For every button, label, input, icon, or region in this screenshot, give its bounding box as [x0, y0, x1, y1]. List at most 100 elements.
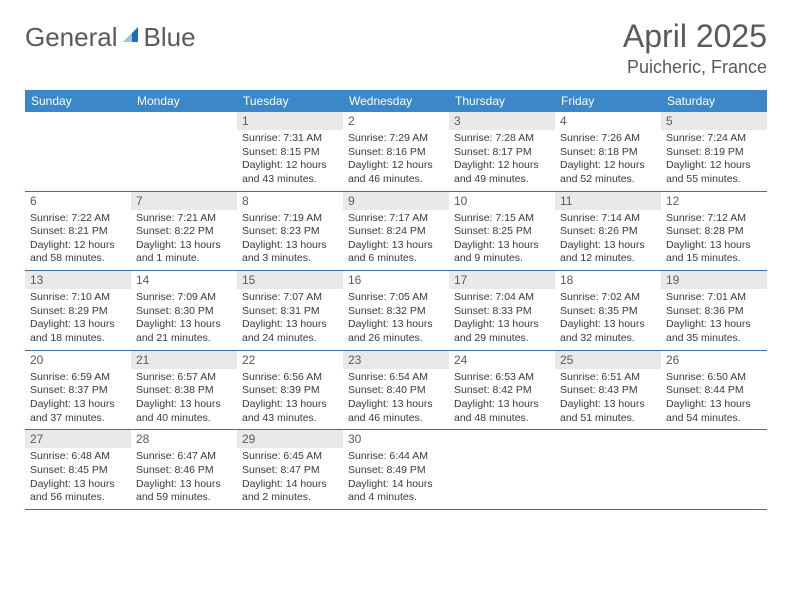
day-detail-line: Sunset: 8:31 PM [242, 305, 338, 319]
day-detail-line: Sunrise: 7:19 AM [242, 212, 338, 226]
day-detail-line: and 6 minutes. [348, 252, 444, 266]
weekday-header: Saturday [661, 90, 767, 112]
day-details: Sunrise: 7:10 AMSunset: 8:29 PMDaylight:… [30, 291, 126, 346]
day-detail-line: Sunset: 8:47 PM [242, 464, 338, 478]
day-detail-line: Daylight: 13 hours [30, 318, 126, 332]
day-cell: 28Sunrise: 6:47 AMSunset: 8:46 PMDayligh… [131, 430, 237, 509]
day-cell: 16Sunrise: 7:05 AMSunset: 8:32 PMDayligh… [343, 271, 449, 350]
day-detail-line: Sunrise: 6:53 AM [454, 371, 550, 385]
day-details: Sunrise: 7:19 AMSunset: 8:23 PMDaylight:… [242, 212, 338, 267]
day-details: Sunrise: 7:24 AMSunset: 8:19 PMDaylight:… [666, 132, 762, 187]
day-detail-line: Sunrise: 6:48 AM [30, 450, 126, 464]
day-details: Sunrise: 7:01 AMSunset: 8:36 PMDaylight:… [666, 291, 762, 346]
day-cell: 13Sunrise: 7:10 AMSunset: 8:29 PMDayligh… [25, 271, 131, 350]
day-number-bar: 14 [131, 271, 237, 289]
day-detail-line: Sunrise: 6:54 AM [348, 371, 444, 385]
day-details: Sunrise: 7:09 AMSunset: 8:30 PMDaylight:… [136, 291, 232, 346]
day-number: 8 [242, 194, 338, 208]
day-number: 10 [454, 194, 550, 208]
day-detail-line: Daylight: 13 hours [666, 318, 762, 332]
day-detail-line: and 9 minutes. [454, 252, 550, 266]
day-detail-line: Daylight: 13 hours [30, 478, 126, 492]
day-detail-line: Sunset: 8:15 PM [242, 146, 338, 160]
logo: General Blue [25, 18, 196, 53]
day-detail-line: Daylight: 13 hours [136, 478, 232, 492]
day-detail-line: Sunrise: 7:21 AM [136, 212, 232, 226]
day-detail-line: Sunset: 8:19 PM [666, 146, 762, 160]
day-detail-line: and 32 minutes. [560, 332, 656, 346]
day-detail-line: Sunset: 8:36 PM [666, 305, 762, 319]
day-cell [661, 430, 767, 509]
day-detail-line: Sunset: 8:28 PM [666, 225, 762, 239]
day-detail-line: and 26 minutes. [348, 332, 444, 346]
day-number: 16 [348, 273, 444, 287]
day-detail-line: Sunset: 8:49 PM [348, 464, 444, 478]
day-detail-line: and 29 minutes. [454, 332, 550, 346]
weekday-header: Sunday [25, 90, 131, 112]
day-number: 11 [560, 194, 656, 208]
day-cell: 26Sunrise: 6:50 AMSunset: 8:44 PMDayligh… [661, 351, 767, 430]
day-number-bar: 20 [25, 351, 131, 369]
day-detail-line: Sunrise: 7:22 AM [30, 212, 126, 226]
day-number: 6 [30, 194, 126, 208]
day-number-bar: 1 [237, 112, 343, 130]
day-detail-line: Daylight: 12 hours [242, 159, 338, 173]
day-detail-line: Daylight: 13 hours [454, 318, 550, 332]
weekday-header: Thursday [449, 90, 555, 112]
day-details: Sunrise: 7:17 AMSunset: 8:24 PMDaylight:… [348, 212, 444, 267]
day-cell [555, 430, 661, 509]
day-detail-line: and 51 minutes. [560, 412, 656, 426]
day-detail-line: Sunrise: 7:14 AM [560, 212, 656, 226]
day-detail-line: Sunrise: 7:29 AM [348, 132, 444, 146]
day-detail-line: Daylight: 13 hours [136, 239, 232, 253]
day-cell: 22Sunrise: 6:56 AMSunset: 8:39 PMDayligh… [237, 351, 343, 430]
day-detail-line: Daylight: 13 hours [560, 318, 656, 332]
day-number: 29 [242, 432, 338, 446]
day-detail-line: Sunset: 8:46 PM [136, 464, 232, 478]
day-cell: 3Sunrise: 7:28 AMSunset: 8:17 PMDaylight… [449, 112, 555, 191]
day-detail-line: Daylight: 13 hours [454, 239, 550, 253]
day-number-bar: 9 [343, 192, 449, 210]
day-cell [25, 112, 131, 191]
day-detail-line: and 35 minutes. [666, 332, 762, 346]
day-details: Sunrise: 7:15 AMSunset: 8:25 PMDaylight:… [454, 212, 550, 267]
day-cell: 30Sunrise: 6:44 AMSunset: 8:49 PMDayligh… [343, 430, 449, 509]
day-detail-line: Daylight: 13 hours [666, 398, 762, 412]
day-cell: 12Sunrise: 7:12 AMSunset: 8:28 PMDayligh… [661, 192, 767, 271]
day-detail-line: Sunrise: 6:44 AM [348, 450, 444, 464]
day-detail-line: Sunrise: 7:01 AM [666, 291, 762, 305]
day-number-bar: 27 [25, 430, 131, 448]
day-number: 5 [666, 114, 762, 128]
day-detail-line: Sunrise: 7:07 AM [242, 291, 338, 305]
day-number: 21 [136, 353, 232, 367]
weekday-header-row: Sunday Monday Tuesday Wednesday Thursday… [25, 90, 767, 112]
day-detail-line: Daylight: 12 hours [348, 159, 444, 173]
day-detail-line: Daylight: 13 hours [136, 318, 232, 332]
day-number: 9 [348, 194, 444, 208]
day-number-bar: 18 [555, 271, 661, 289]
day-number: 18 [560, 273, 656, 287]
day-detail-line: and 46 minutes. [348, 173, 444, 187]
calendar: Sunday Monday Tuesday Wednesday Thursday… [25, 90, 767, 510]
day-detail-line: Sunrise: 6:57 AM [136, 371, 232, 385]
day-number: 24 [454, 353, 550, 367]
day-detail-line: Daylight: 12 hours [454, 159, 550, 173]
day-details: Sunrise: 6:47 AMSunset: 8:46 PMDaylight:… [136, 450, 232, 505]
day-number: 19 [666, 273, 762, 287]
day-detail-line: Daylight: 13 hours [560, 239, 656, 253]
day-number-bar: 8 [237, 192, 343, 210]
day-detail-line: Sunset: 8:38 PM [136, 384, 232, 398]
day-detail-line: Sunset: 8:35 PM [560, 305, 656, 319]
day-detail-line: Sunset: 8:24 PM [348, 225, 444, 239]
week-row: 20Sunrise: 6:59 AMSunset: 8:37 PMDayligh… [25, 351, 767, 431]
day-detail-line: Sunset: 8:30 PM [136, 305, 232, 319]
day-number: 2 [348, 114, 444, 128]
weekday-header: Tuesday [237, 90, 343, 112]
day-detail-line: Sunrise: 7:04 AM [454, 291, 550, 305]
weekday-header: Friday [555, 90, 661, 112]
day-detail-line: Sunrise: 7:17 AM [348, 212, 444, 226]
day-number: 22 [242, 353, 338, 367]
day-cell: 14 Sunrise: 7:09 AMSunset: 8:30 PMDayligh… [131, 271, 237, 350]
day-cell: 2 Sunrise: 7:29 AMSunset: 8:16 PMDaylight… [343, 112, 449, 191]
day-details: Sunrise: 7:29 AMSunset: 8:16 PMDaylight:… [348, 132, 444, 187]
